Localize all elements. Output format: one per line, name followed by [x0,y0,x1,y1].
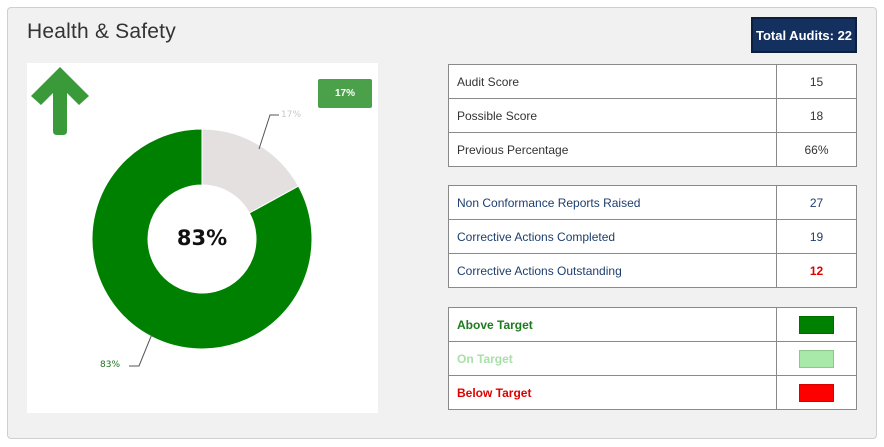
audit-score-label: Audit Score [448,64,777,99]
table-row: Non Conformance Reports Raised 27 [448,185,857,220]
on-target-swatch [799,349,834,368]
legend-table: Above Target On Target Below Target [448,307,857,410]
donut-slice-remaining [201,128,300,214]
on-target-cell [776,341,857,376]
total-audits-badge: Total Audits: 22 [751,17,857,53]
health-safety-panel: Health & Safety Total Audits: 22 17% 83%… [7,7,877,439]
on-target-label: On Target [448,341,777,376]
table-row: Below Target [448,375,857,410]
actions-completed-value: 19 [776,219,857,254]
table-row: Above Target [448,307,857,342]
possible-score-value: 18 [776,98,857,133]
previous-percentage-label: Previous Percentage [448,132,777,167]
table-row: Possible Score 18 [448,98,857,133]
leader-line-achieved [129,333,153,367]
audit-score-value: 15 [776,64,857,99]
donut-slice-achieved [91,128,313,350]
table-row: Corrective Actions Completed 19 [448,219,857,254]
table-row: On Target [448,341,857,376]
remaining-badge: 17% [318,79,372,108]
score-table: Audit Score 15 Possible Score 18 Previou… [448,64,857,167]
panel-title: Health & Safety [27,20,176,43]
chart-center-label: 83% [176,226,228,250]
up-arrow-icon [31,67,89,135]
score-chart: 17% 83% 83% 17% [27,63,378,413]
below-target-swatch [799,383,834,402]
slice-label-achieved: 83% [100,360,121,370]
possible-score-label: Possible Score [448,98,777,133]
above-target-swatch [799,315,834,334]
below-target-label: Below Target [448,375,777,410]
table-row: Previous Percentage 66% [448,132,857,167]
actions-table: Non Conformance Reports Raised 27 Correc… [448,185,857,288]
table-row: Audit Score 15 [448,64,857,99]
above-target-label: Above Target [448,307,777,342]
ncr-raised-label: Non Conformance Reports Raised [448,185,777,220]
actions-completed-label: Corrective Actions Completed [448,219,777,254]
table-row: Corrective Actions Outstanding 12 [448,253,857,288]
donut-chart [91,114,313,367]
actions-outstanding-label: Corrective Actions Outstanding [448,253,777,288]
leader-line-remaining [258,114,279,150]
slice-label-remaining: 17% [281,110,302,120]
below-target-cell [776,375,857,410]
previous-percentage-value: 66% [776,132,857,167]
above-target-cell [776,307,857,342]
actions-outstanding-value: 12 [776,253,857,288]
ncr-raised-value: 27 [776,185,857,220]
